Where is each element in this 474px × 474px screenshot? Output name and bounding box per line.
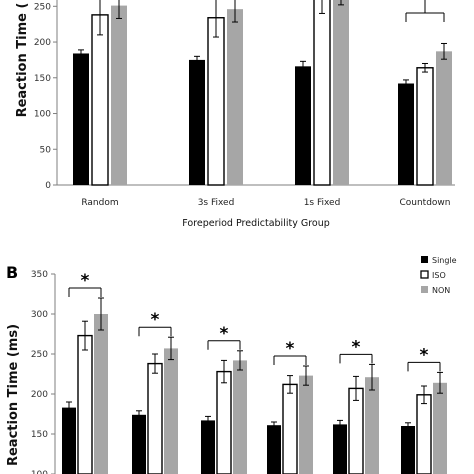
- chart2-significance-asterisk: *: [286, 339, 295, 359]
- chart1-bar: [295, 66, 311, 185]
- chart1-y-tick-label: 100: [34, 110, 51, 120]
- chart2-significance-asterisk: *: [220, 324, 229, 344]
- chart1-bar: [436, 51, 452, 186]
- chart2-bar: [282, 383, 298, 474]
- chart1-y-tick-label: 0: [45, 181, 51, 191]
- chart2-bar: [433, 382, 447, 474]
- chart1-bar: [111, 5, 127, 185]
- chart2-bar: [401, 426, 415, 474]
- chart2-bar: [147, 362, 163, 474]
- chart1-bar: [73, 53, 89, 185]
- chart2-y-tick-label: 300: [31, 310, 48, 320]
- chart1-bar: [91, 14, 109, 186]
- chart2-bar: [132, 414, 146, 474]
- chart2-bar: [348, 387, 364, 474]
- chart1-bar: [398, 83, 414, 185]
- chart2-significance-asterisk: *: [420, 345, 429, 365]
- chart2-bar: [233, 360, 247, 474]
- chart1-x-tick-label: Countdown: [399, 198, 450, 208]
- chart2-bar: [216, 370, 232, 474]
- chart2-panel-letter: B: [6, 263, 18, 282]
- chart2-y-tick-label: 350: [31, 270, 48, 280]
- chart1-y-tick-label: 150: [34, 74, 51, 84]
- chart2-y-tick-label: 100: [31, 470, 48, 474]
- chart2-bar: [299, 375, 313, 474]
- chart2-bar: [416, 394, 432, 474]
- chart2-legend-swatch: [421, 256, 428, 263]
- chart1-y-tick-label: 50: [40, 145, 52, 155]
- chart1-bar: [227, 9, 243, 186]
- chart1-y-axis-title: Reaction Time (: [15, 3, 30, 118]
- chart2-legend-label: Single: [432, 256, 457, 265]
- chart2-significance-asterisk: *: [352, 337, 361, 357]
- chart2-bar: [94, 314, 108, 474]
- chart2-bar: [333, 424, 347, 474]
- chart2-significance-asterisk: *: [151, 310, 160, 330]
- chart2-legend-swatch: [421, 286, 428, 293]
- chart1-bar: [313, 0, 331, 186]
- chart1-bar: [416, 67, 434, 186]
- chart1-x-axis-title: Foreperiod Predictability Group: [182, 218, 330, 229]
- chart2-bar: [164, 348, 178, 474]
- chart1-bar: [333, 0, 349, 186]
- chart2-y-tick-label: 250: [31, 350, 48, 360]
- chart1-y-tick-label: 200: [34, 38, 51, 48]
- chart1-bar: [189, 59, 205, 185]
- chart2-legend-label: ISO: [432, 271, 446, 280]
- chart2-y-axis-title: Reaction Time (ms): [6, 324, 21, 466]
- chart2-y-tick-label: 200: [31, 390, 48, 400]
- chart1-bar: [207, 17, 225, 186]
- chart1-x-tick-label: Random: [81, 198, 118, 208]
- chart2-legend-swatch: [420, 270, 429, 279]
- chart2-bar: [77, 334, 93, 474]
- chart2-bar: [365, 377, 379, 474]
- chart2-bar: [267, 425, 281, 474]
- chart2-y-tick-label: 150: [31, 430, 48, 440]
- chart2-bar: [62, 407, 76, 474]
- chart1-y-tick-label: 250: [34, 2, 51, 12]
- chart2-legend-label: NON: [432, 286, 450, 295]
- chart1-x-tick-label: 1s Fixed: [304, 198, 341, 208]
- chart2-bar: [201, 420, 215, 474]
- chart1-x-tick-label: 3s Fixed: [198, 198, 235, 208]
- chart2-significance-asterisk: *: [81, 271, 90, 291]
